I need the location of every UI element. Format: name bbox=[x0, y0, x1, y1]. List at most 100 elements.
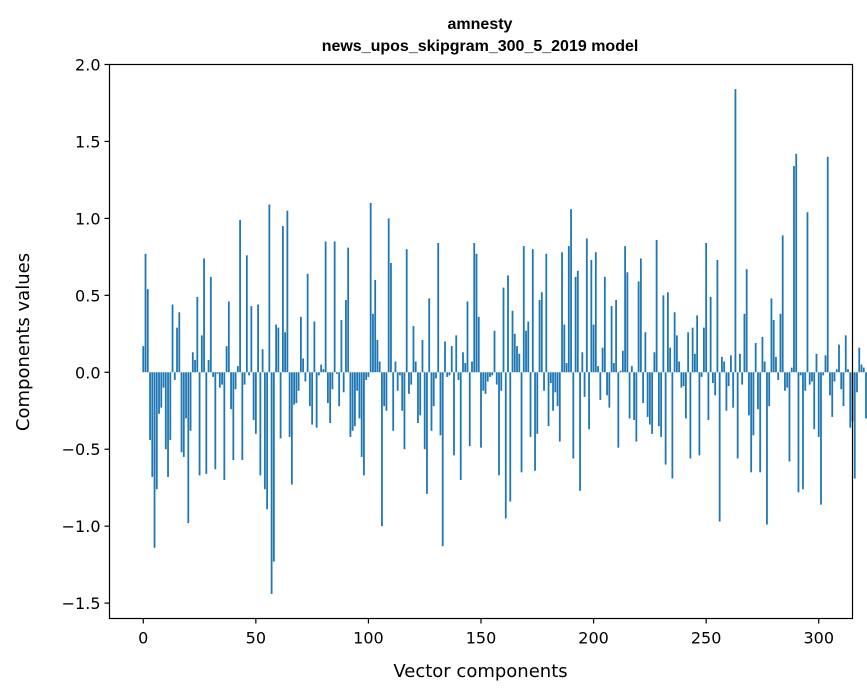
bar-22 bbox=[191, 352, 194, 373]
bar-51 bbox=[257, 304, 259, 373]
bar-65 bbox=[288, 372, 291, 437]
bar-283 bbox=[779, 313, 782, 373]
bar-271 bbox=[752, 372, 755, 436]
bar-137 bbox=[450, 346, 453, 373]
bar-210 bbox=[615, 299, 617, 373]
bar-143 bbox=[464, 363, 467, 373]
bar-169 bbox=[522, 246, 525, 373]
x-tick-label: 50 bbox=[246, 629, 266, 648]
x-tick-label: 200 bbox=[578, 629, 609, 648]
bar-68 bbox=[295, 372, 298, 404]
bar-103 bbox=[374, 279, 377, 373]
bar-187 bbox=[563, 324, 566, 373]
bar-151 bbox=[482, 372, 485, 391]
bar-201 bbox=[594, 252, 597, 373]
bar-34 bbox=[218, 372, 221, 388]
bar-158 bbox=[498, 372, 500, 476]
bar-138 bbox=[453, 372, 455, 456]
bar-273 bbox=[757, 372, 759, 410]
bar-84 bbox=[331, 372, 334, 390]
bar-185 bbox=[558, 372, 561, 442]
bar-36 bbox=[223, 372, 226, 480]
bar-203 bbox=[599, 372, 602, 400]
bar-85 bbox=[333, 241, 336, 373]
bar-264 bbox=[736, 372, 739, 459]
bar-291 bbox=[797, 372, 800, 493]
bar-8 bbox=[160, 372, 163, 408]
bar-42 bbox=[236, 366, 239, 373]
bar-254 bbox=[714, 372, 717, 396]
bar-193 bbox=[576, 270, 579, 373]
bar-11 bbox=[167, 372, 169, 477]
bar-114 bbox=[399, 372, 401, 376]
bar-319 bbox=[860, 364, 863, 373]
bar-157 bbox=[495, 372, 498, 385]
bar-214 bbox=[624, 246, 626, 373]
bar-100 bbox=[367, 372, 370, 377]
bar-300 bbox=[817, 372, 820, 437]
bar-62 bbox=[281, 226, 284, 373]
bar-186 bbox=[561, 252, 563, 373]
x-tick-label: 250 bbox=[691, 629, 722, 648]
bar-303 bbox=[824, 355, 827, 373]
bar-49 bbox=[252, 372, 255, 420]
bar-180 bbox=[547, 372, 550, 427]
bar-301 bbox=[820, 372, 822, 505]
bar-305 bbox=[829, 372, 831, 396]
bar-41 bbox=[234, 372, 237, 390]
bar-19 bbox=[185, 372, 187, 419]
bar-177 bbox=[540, 292, 543, 373]
bar-126 bbox=[426, 372, 428, 494]
bar-304 bbox=[826, 156, 829, 373]
bar-59 bbox=[275, 324, 278, 373]
bar-240 bbox=[682, 372, 685, 387]
bar-189 bbox=[567, 246, 570, 373]
bar-290 bbox=[795, 153, 798, 373]
bar-82 bbox=[327, 372, 329, 404]
bar-136 bbox=[448, 372, 451, 376]
bar-302 bbox=[822, 372, 825, 376]
bar-285 bbox=[784, 372, 786, 391]
bar-155 bbox=[491, 372, 494, 376]
bar-13 bbox=[171, 304, 174, 373]
bar-134 bbox=[444, 341, 446, 373]
bar-152 bbox=[484, 372, 487, 394]
bar-268 bbox=[745, 269, 748, 373]
bar-276 bbox=[763, 361, 766, 373]
bar-119 bbox=[410, 372, 413, 385]
bar-121 bbox=[414, 361, 417, 373]
bar-229 bbox=[657, 372, 660, 427]
bar-192 bbox=[574, 276, 577, 373]
x-tick-label: 300 bbox=[803, 629, 834, 648]
bar-204 bbox=[601, 347, 604, 373]
bar-256 bbox=[718, 372, 721, 522]
bar-15 bbox=[176, 327, 178, 373]
bar-142 bbox=[462, 352, 464, 373]
bar-61 bbox=[279, 372, 282, 439]
bar-195 bbox=[581, 352, 584, 373]
bar-233 bbox=[666, 292, 669, 373]
x-axis-ticks: 0 50 100 150 200 250 300 bbox=[138, 618, 834, 648]
bar-205 bbox=[603, 276, 606, 373]
bar-292 bbox=[799, 372, 802, 376]
bar-75 bbox=[311, 372, 314, 425]
bar-243 bbox=[689, 372, 692, 459]
bar-221 bbox=[639, 258, 642, 373]
bar-56 bbox=[268, 204, 271, 373]
bar-166 bbox=[516, 346, 518, 373]
bar-232 bbox=[664, 372, 667, 465]
bar-282 bbox=[777, 372, 780, 380]
bar-37 bbox=[225, 346, 228, 373]
bar-90 bbox=[345, 299, 347, 373]
bar-93 bbox=[351, 372, 354, 431]
bar-58 bbox=[272, 372, 275, 562]
bar-74 bbox=[308, 372, 311, 407]
bar-270 bbox=[750, 372, 753, 473]
bar-14 bbox=[173, 372, 176, 380]
bar-217 bbox=[630, 366, 633, 373]
bar-89 bbox=[342, 372, 345, 393]
bar-163 bbox=[509, 372, 512, 502]
bar-278 bbox=[768, 372, 771, 407]
y-tick-label: −1.5 bbox=[62, 594, 101, 613]
bar-95 bbox=[356, 372, 359, 391]
